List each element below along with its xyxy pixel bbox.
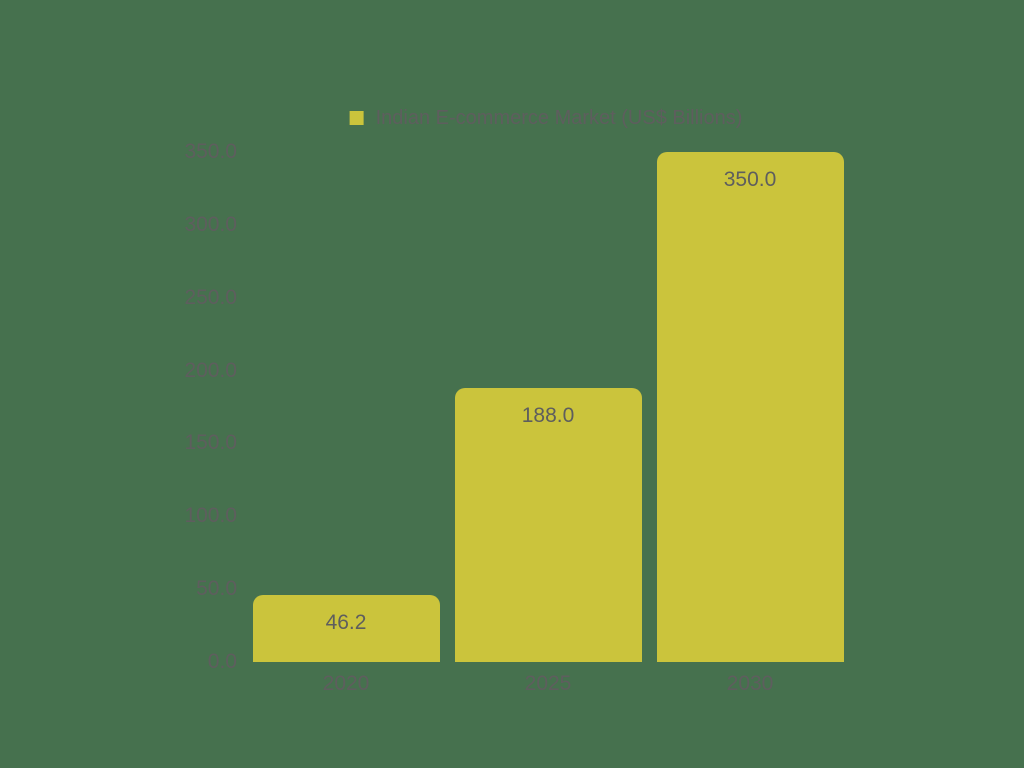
- legend-marker-icon: [349, 111, 364, 125]
- y-tick-label: 150.0: [184, 431, 237, 455]
- y-tick-label: 350.0: [184, 140, 237, 163]
- x-tick-label: 2025: [524, 672, 572, 695]
- x-tick-label: 2020: [322, 672, 370, 695]
- y-tick-label: 50.0: [196, 577, 237, 601]
- legend: Indian E-commerce Market (US$ Billions): [349, 106, 743, 130]
- bar-value-label: 188.0: [521, 404, 575, 428]
- y-tick-label: 250.0: [184, 285, 237, 309]
- bar-value-label: 350.0: [723, 168, 777, 191]
- bar-value-label: 46.2: [325, 610, 367, 634]
- y-tick-label: 200.0: [184, 358, 237, 382]
- legend-label: Indian E-commerce Market (US$ Billions): [375, 107, 743, 129]
- bar-2030: 350.0: [656, 152, 844, 662]
- bar-2025: 188.0: [454, 388, 642, 662]
- y-tick-label: 0.0: [207, 650, 237, 673]
- y-tick-label: 300.0: [184, 212, 237, 236]
- x-tick-label: 2030: [726, 672, 774, 695]
- bar-2020: 46.2: [252, 594, 440, 662]
- y-tick-label: 100.0: [184, 504, 237, 528]
